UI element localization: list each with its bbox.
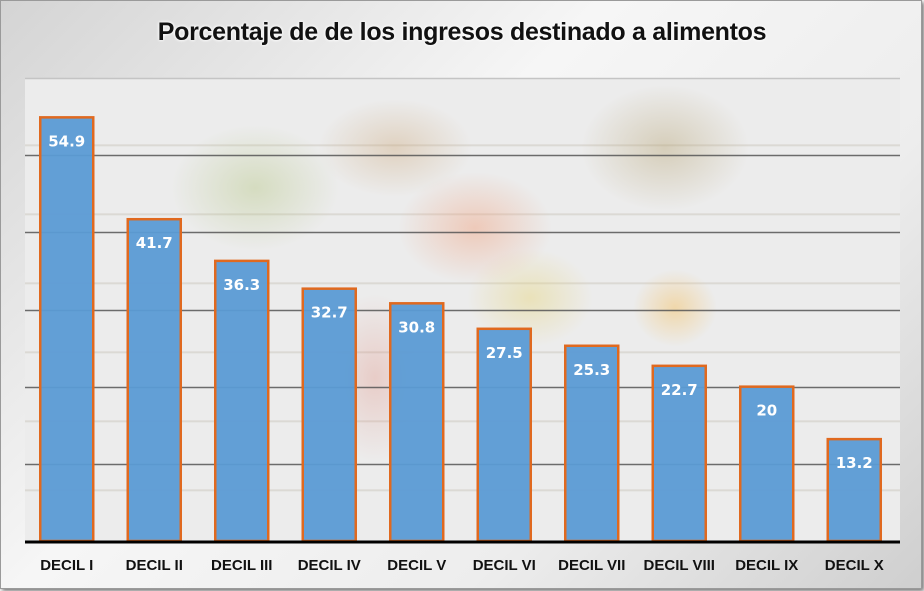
category-label: DECIL VI	[473, 557, 536, 574]
bar-decil-iv	[301, 287, 357, 543]
data-label: 22.7	[661, 381, 698, 399]
category-label: DECIL X	[825, 557, 884, 574]
category-label: DECIL VII	[558, 557, 625, 574]
bar-decil-ii	[126, 217, 182, 543]
bar-decil-viii	[651, 364, 707, 543]
bar-decil-iii	[214, 259, 270, 543]
data-label: 27.5	[486, 344, 523, 362]
bar-decil-vii	[564, 344, 620, 543]
bar-decil-i	[39, 116, 95, 543]
category-label: DECIL IX	[735, 557, 798, 574]
data-label: 13.2	[836, 454, 873, 472]
category-label: DECIL I	[40, 557, 93, 574]
category-label: DECIL IV	[298, 557, 361, 574]
data-labels: 54.9 41.7 36.3 32.7 30.8 27.5 25.3 22.7 20 13.2	[48, 132, 873, 472]
chart-title: Porcentaje de de los ingresos destinado …	[157, 18, 767, 46]
data-label: 32.7	[311, 304, 348, 322]
data-label: 30.8	[398, 318, 435, 336]
data-label: 36.3	[223, 276, 260, 294]
data-label: 41.7	[136, 234, 173, 252]
bars	[39, 116, 882, 543]
category-label: DECIL VIII	[644, 557, 715, 574]
category-label: DECIL III	[211, 557, 272, 574]
data-label: 25.3	[573, 361, 610, 379]
bar-decil-vi	[476, 327, 532, 543]
bar-decil-v	[389, 302, 445, 543]
data-label: 54.9	[48, 132, 85, 150]
category-label: DECIL V	[387, 557, 446, 574]
category-label: DECIL II	[126, 557, 183, 574]
data-label: 20	[756, 402, 777, 420]
category-labels: DECIL I DECIL II DECIL III DECIL IV DECIL V D…	[40, 557, 883, 574]
